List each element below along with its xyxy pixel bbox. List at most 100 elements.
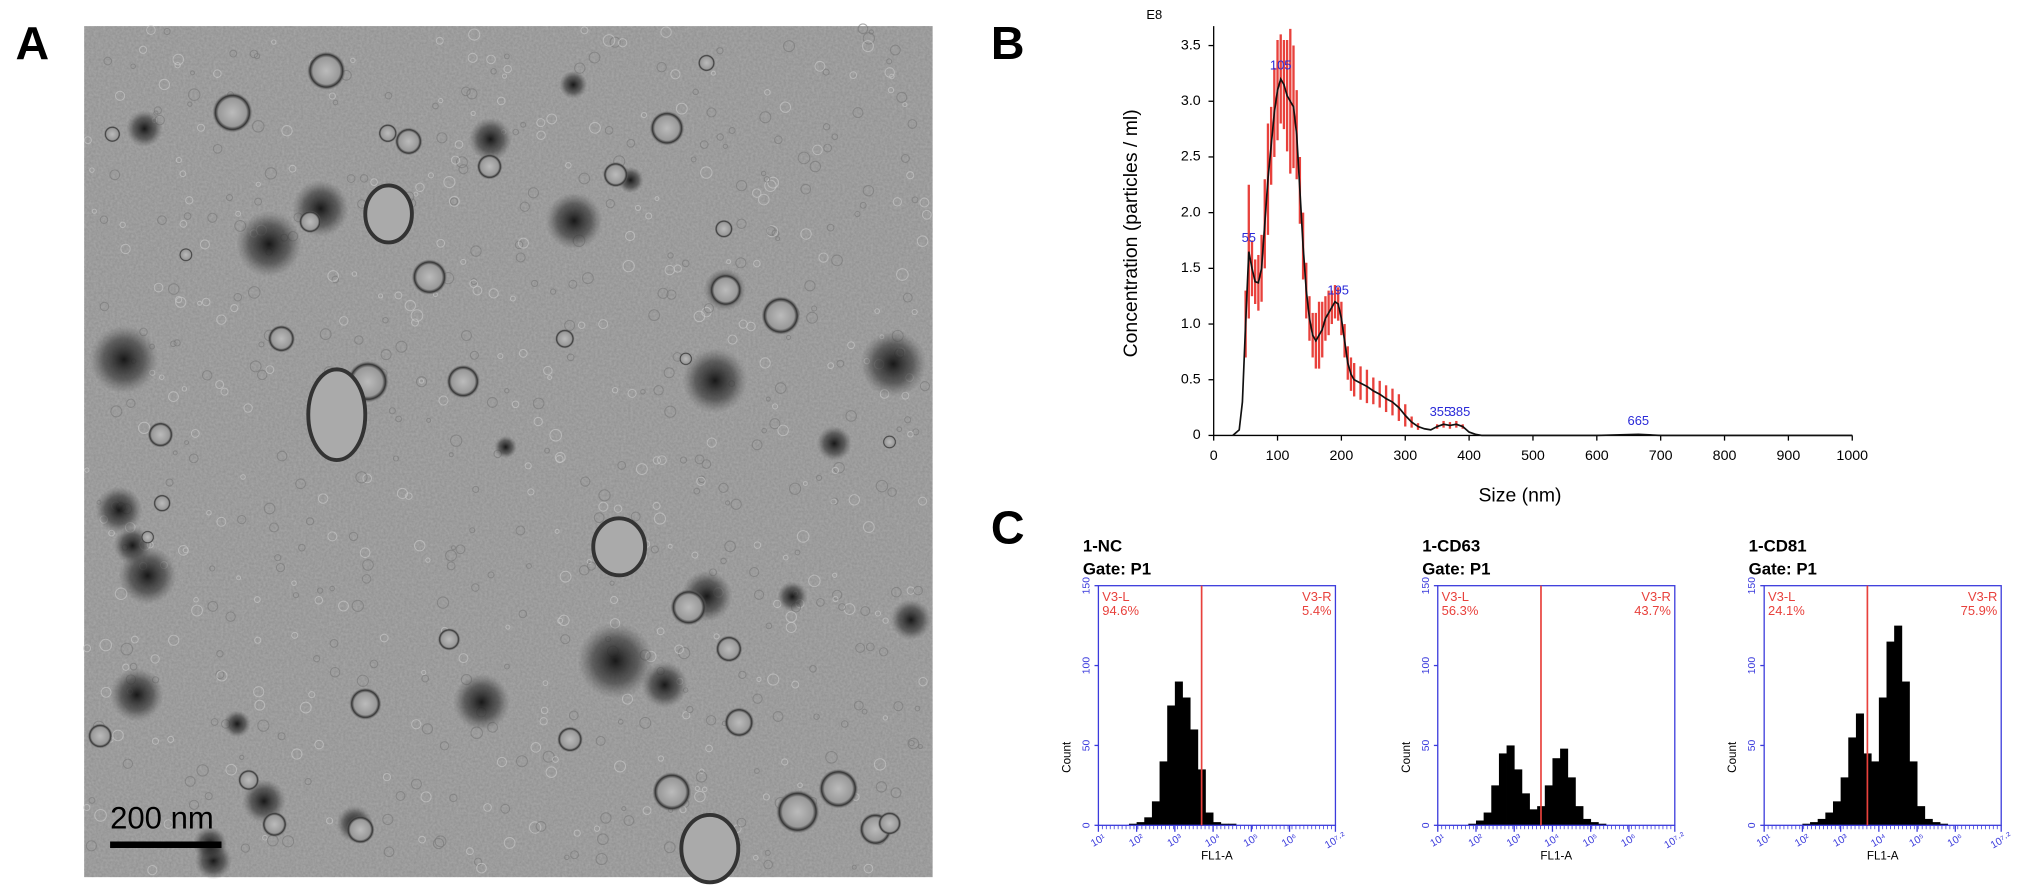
dark-aggregate xyxy=(89,325,159,394)
texture-dot xyxy=(882,715,889,721)
texture-dot xyxy=(622,260,635,273)
texture-dot xyxy=(753,259,761,268)
vesicle xyxy=(761,296,801,335)
histogram-bar xyxy=(1529,809,1538,826)
texture-dot xyxy=(187,101,193,107)
texture-dot xyxy=(823,143,833,153)
texture-dot xyxy=(907,430,914,438)
dark-aggregate xyxy=(641,661,688,709)
texture-dot xyxy=(727,334,738,345)
texture-dot xyxy=(906,171,915,180)
plot-frame xyxy=(1097,585,1337,826)
texture-dot xyxy=(560,634,571,645)
texture-dot xyxy=(673,264,682,273)
vesicle xyxy=(212,92,253,133)
texture-dot xyxy=(163,28,171,36)
texture-dot xyxy=(448,452,454,458)
texture-dot xyxy=(197,300,203,306)
texture-dot xyxy=(857,23,869,35)
texture-dot xyxy=(896,91,908,103)
texture-dot xyxy=(848,494,861,506)
texture-dot xyxy=(292,592,300,599)
texture-dot xyxy=(530,742,542,753)
texture-dot xyxy=(831,466,840,475)
texture-dot xyxy=(253,53,261,60)
texture-dot xyxy=(779,101,792,113)
texture-dot xyxy=(660,26,672,38)
texture-dot xyxy=(640,111,648,119)
histogram-bar xyxy=(1167,705,1176,826)
texture-dot xyxy=(682,711,691,720)
texture-dot xyxy=(382,772,392,782)
texture-dot xyxy=(657,755,664,762)
y-tick-label: 1.5 xyxy=(1181,260,1201,276)
texture-dot xyxy=(378,293,384,299)
texture-dot xyxy=(902,292,913,303)
texture-dot xyxy=(652,456,662,465)
x-tick-label: 500 xyxy=(1521,448,1545,464)
vesicle xyxy=(555,328,575,349)
texture-dot xyxy=(609,36,621,48)
texture-dot xyxy=(418,835,426,844)
region-name: V3-L xyxy=(1442,589,1469,604)
texture-dot xyxy=(600,812,612,824)
vesicle xyxy=(394,127,423,156)
texture-dot xyxy=(225,194,233,202)
texture-dot xyxy=(395,791,406,801)
histogram-bar xyxy=(1909,761,1918,826)
texture-dot xyxy=(188,453,199,464)
vesicle xyxy=(267,324,296,353)
texture-dot xyxy=(175,295,183,304)
texture-dot xyxy=(209,565,216,572)
texture-dot xyxy=(588,51,601,64)
histogram-bar xyxy=(1917,806,1926,826)
texture-dot xyxy=(504,663,510,670)
y-tick-label: 3.5 xyxy=(1181,37,1201,53)
texture-dot xyxy=(314,596,324,605)
texture-dot xyxy=(215,380,225,390)
texture-dot xyxy=(775,236,781,242)
x-tick-label: 300 xyxy=(1393,448,1417,464)
texture-dot xyxy=(738,670,747,680)
texture-dot xyxy=(774,382,787,394)
texture-dot xyxy=(873,758,887,771)
texture-dot xyxy=(891,586,902,598)
texture-dot xyxy=(554,451,566,463)
texture-dot xyxy=(237,514,247,525)
texture-dot xyxy=(503,53,510,60)
texture-dot xyxy=(361,574,372,584)
histogram-bar xyxy=(1498,753,1507,826)
texture-dot xyxy=(564,854,570,861)
x-tick-label: 10⁶ xyxy=(1946,832,1965,849)
texture-dot xyxy=(415,376,428,388)
vesicle xyxy=(261,811,288,838)
texture-dot xyxy=(586,561,596,571)
region-percent: 75.9% xyxy=(1961,603,1998,618)
vesicle xyxy=(378,123,398,143)
gate-label: Gate: P1 xyxy=(1749,560,1817,579)
texture-dot xyxy=(694,790,706,803)
texture-dot xyxy=(896,426,903,433)
texture-dot xyxy=(593,825,601,832)
texture-dot xyxy=(359,547,371,559)
texture-dot xyxy=(595,852,608,866)
texture-dot xyxy=(239,754,245,760)
texture-dot xyxy=(783,40,796,53)
texture-dot xyxy=(565,162,572,169)
texture-dot xyxy=(753,541,762,549)
texture-dot xyxy=(701,459,712,469)
texture-dot xyxy=(598,319,609,330)
x-tick-label: 10⁵ xyxy=(1908,832,1927,849)
texture-dot xyxy=(207,212,218,223)
texture-dot xyxy=(295,478,306,490)
texture-dot xyxy=(648,309,661,322)
texture-dot xyxy=(720,557,727,565)
texture-dot xyxy=(759,357,771,369)
texture-dot xyxy=(216,670,228,682)
texture-dot xyxy=(874,308,881,314)
texture-dot xyxy=(411,719,422,730)
y-tick-label: 0.5 xyxy=(1181,372,1201,388)
texture-dot xyxy=(650,545,659,554)
texture-dot xyxy=(255,181,261,187)
texture-dot xyxy=(85,840,97,852)
